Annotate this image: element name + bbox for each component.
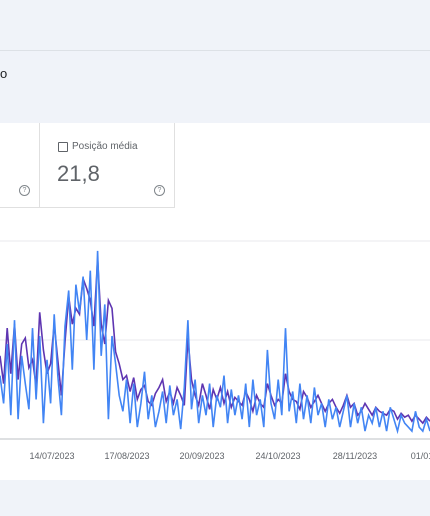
series-line-2 (0, 250, 430, 435)
metric-card-average-position[interactable]: Posição média 21,8 ? (39, 123, 175, 208)
x-tick-label: 28/11/2023 (333, 451, 377, 461)
x-tick-label: 14/07/2023 (29, 451, 74, 461)
help-icon[interactable]: ? (19, 185, 30, 196)
metric-card-ctr[interactable]: ? (0, 123, 40, 208)
x-axis-ticks: 14/07/2023 17/08/2023 20/09/2023 24/10/2023… (29, 451, 430, 461)
x-tick-label: 01/01 (411, 451, 430, 461)
metric-value: 21,8 (57, 161, 100, 186)
page-bottom (0, 480, 430, 516)
filter-row (0, 51, 430, 123)
metric-label: Posição média (72, 141, 138, 152)
x-tick-label: 17/08/2023 (104, 451, 149, 461)
metric-label-row: Posição média (58, 141, 138, 152)
checkbox-icon[interactable] (58, 141, 68, 152)
top-bar (0, 0, 430, 51)
performance-chart: 14/07/2023 17/08/2023 20/09/2023 24/10/2023… (0, 240, 430, 461)
filter-text-fragment[interactable]: o (0, 66, 8, 81)
help-icon[interactable]: ? (154, 185, 165, 196)
x-tick-label: 24/10/2023 (255, 451, 300, 461)
series-line-1 (0, 258, 430, 425)
x-tick-label: 20/09/2023 (179, 451, 224, 461)
